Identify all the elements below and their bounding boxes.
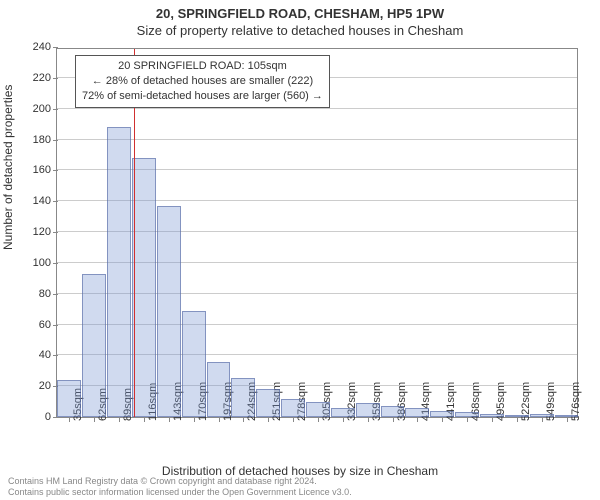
x-tick-mark: [467, 417, 468, 422]
chart-plot-wrap: 02040608010012014016018020022024035sqm62…: [56, 48, 578, 418]
y-tick-label: 160: [17, 164, 57, 176]
page-title-address: 20, SPRINGFIELD ROAD, CHESHAM, HP5 1PW: [0, 0, 600, 21]
x-tick-mark: [94, 417, 95, 422]
y-tick-label: 140: [17, 195, 57, 207]
x-tick-mark: [219, 417, 220, 422]
histogram-bar: [281, 399, 305, 418]
histogram-bar: [505, 415, 529, 417]
info-box-line-2: ← 28% of detached houses are smaller (22…: [82, 74, 323, 89]
x-tick-mark: [144, 417, 145, 422]
histogram-bar: [455, 412, 479, 417]
histogram-bar: [182, 311, 206, 417]
x-tick-mark: [442, 417, 443, 422]
y-tick-label: 180: [17, 134, 57, 146]
chart-plot-area: 02040608010012014016018020022024035sqm62…: [56, 48, 578, 418]
x-tick-mark: [194, 417, 195, 422]
y-axis-label: Number of detached properties: [1, 85, 15, 250]
y-tick-label: 240: [17, 41, 57, 53]
x-tick-mark: [169, 417, 170, 422]
x-tick-mark: [517, 417, 518, 422]
x-tick-mark: [318, 417, 319, 422]
histogram-bar: [356, 403, 380, 417]
page-subtitle: Size of property relative to detached ho…: [0, 21, 600, 38]
footer-line-1: Contains HM Land Registry data © Crown c…: [8, 476, 352, 487]
y-tick-label: 0: [17, 411, 57, 423]
histogram-bar: [331, 408, 355, 417]
histogram-bar: [430, 411, 454, 417]
gridline-horizontal: [57, 108, 577, 109]
y-tick-label: 80: [17, 288, 57, 300]
y-tick-label: 20: [17, 380, 57, 392]
footer-line-2: Contains public sector information licen…: [8, 487, 352, 498]
x-tick-mark: [417, 417, 418, 422]
x-tick-mark: [567, 417, 568, 422]
x-tick-mark: [492, 417, 493, 422]
x-tick-mark: [343, 417, 344, 422]
gridline-horizontal: [57, 139, 577, 140]
histogram-bar: [405, 408, 429, 417]
histogram-bar: [555, 415, 579, 417]
histogram-bar: [381, 406, 405, 417]
x-tick-mark: [368, 417, 369, 422]
y-tick-label: 100: [17, 257, 57, 269]
info-box-line-1: 20 SPRINGFIELD ROAD: 105sqm: [82, 59, 323, 74]
x-tick-mark: [268, 417, 269, 422]
y-tick-label: 120: [17, 226, 57, 238]
info-box-line-3: 72% of semi-detached houses are larger (…: [82, 89, 323, 104]
x-tick-mark: [119, 417, 120, 422]
histogram-bar: [207, 362, 231, 418]
info-box: 20 SPRINGFIELD ROAD: 105sqm← 28% of deta…: [75, 55, 330, 108]
histogram-bar: [231, 378, 255, 417]
y-tick-label: 200: [17, 103, 57, 115]
histogram-bar: [57, 380, 81, 417]
footer-attribution: Contains HM Land Registry data © Crown c…: [8, 476, 352, 498]
x-tick-mark: [293, 417, 294, 422]
histogram-bar: [530, 414, 554, 417]
x-tick-mark: [393, 417, 394, 422]
histogram-bar: [132, 158, 156, 417]
histogram-bar: [157, 206, 181, 417]
histogram-bar: [107, 127, 131, 417]
histogram-bar: [306, 402, 330, 417]
x-tick-mark: [542, 417, 543, 422]
histogram-bar: [82, 274, 106, 417]
histogram-bar: [256, 389, 280, 417]
histogram-bar: [480, 414, 504, 417]
x-tick-mark: [243, 417, 244, 422]
y-tick-label: 220: [17, 72, 57, 84]
y-tick-label: 40: [17, 349, 57, 361]
y-tick-label: 60: [17, 319, 57, 331]
x-tick-mark: [69, 417, 70, 422]
